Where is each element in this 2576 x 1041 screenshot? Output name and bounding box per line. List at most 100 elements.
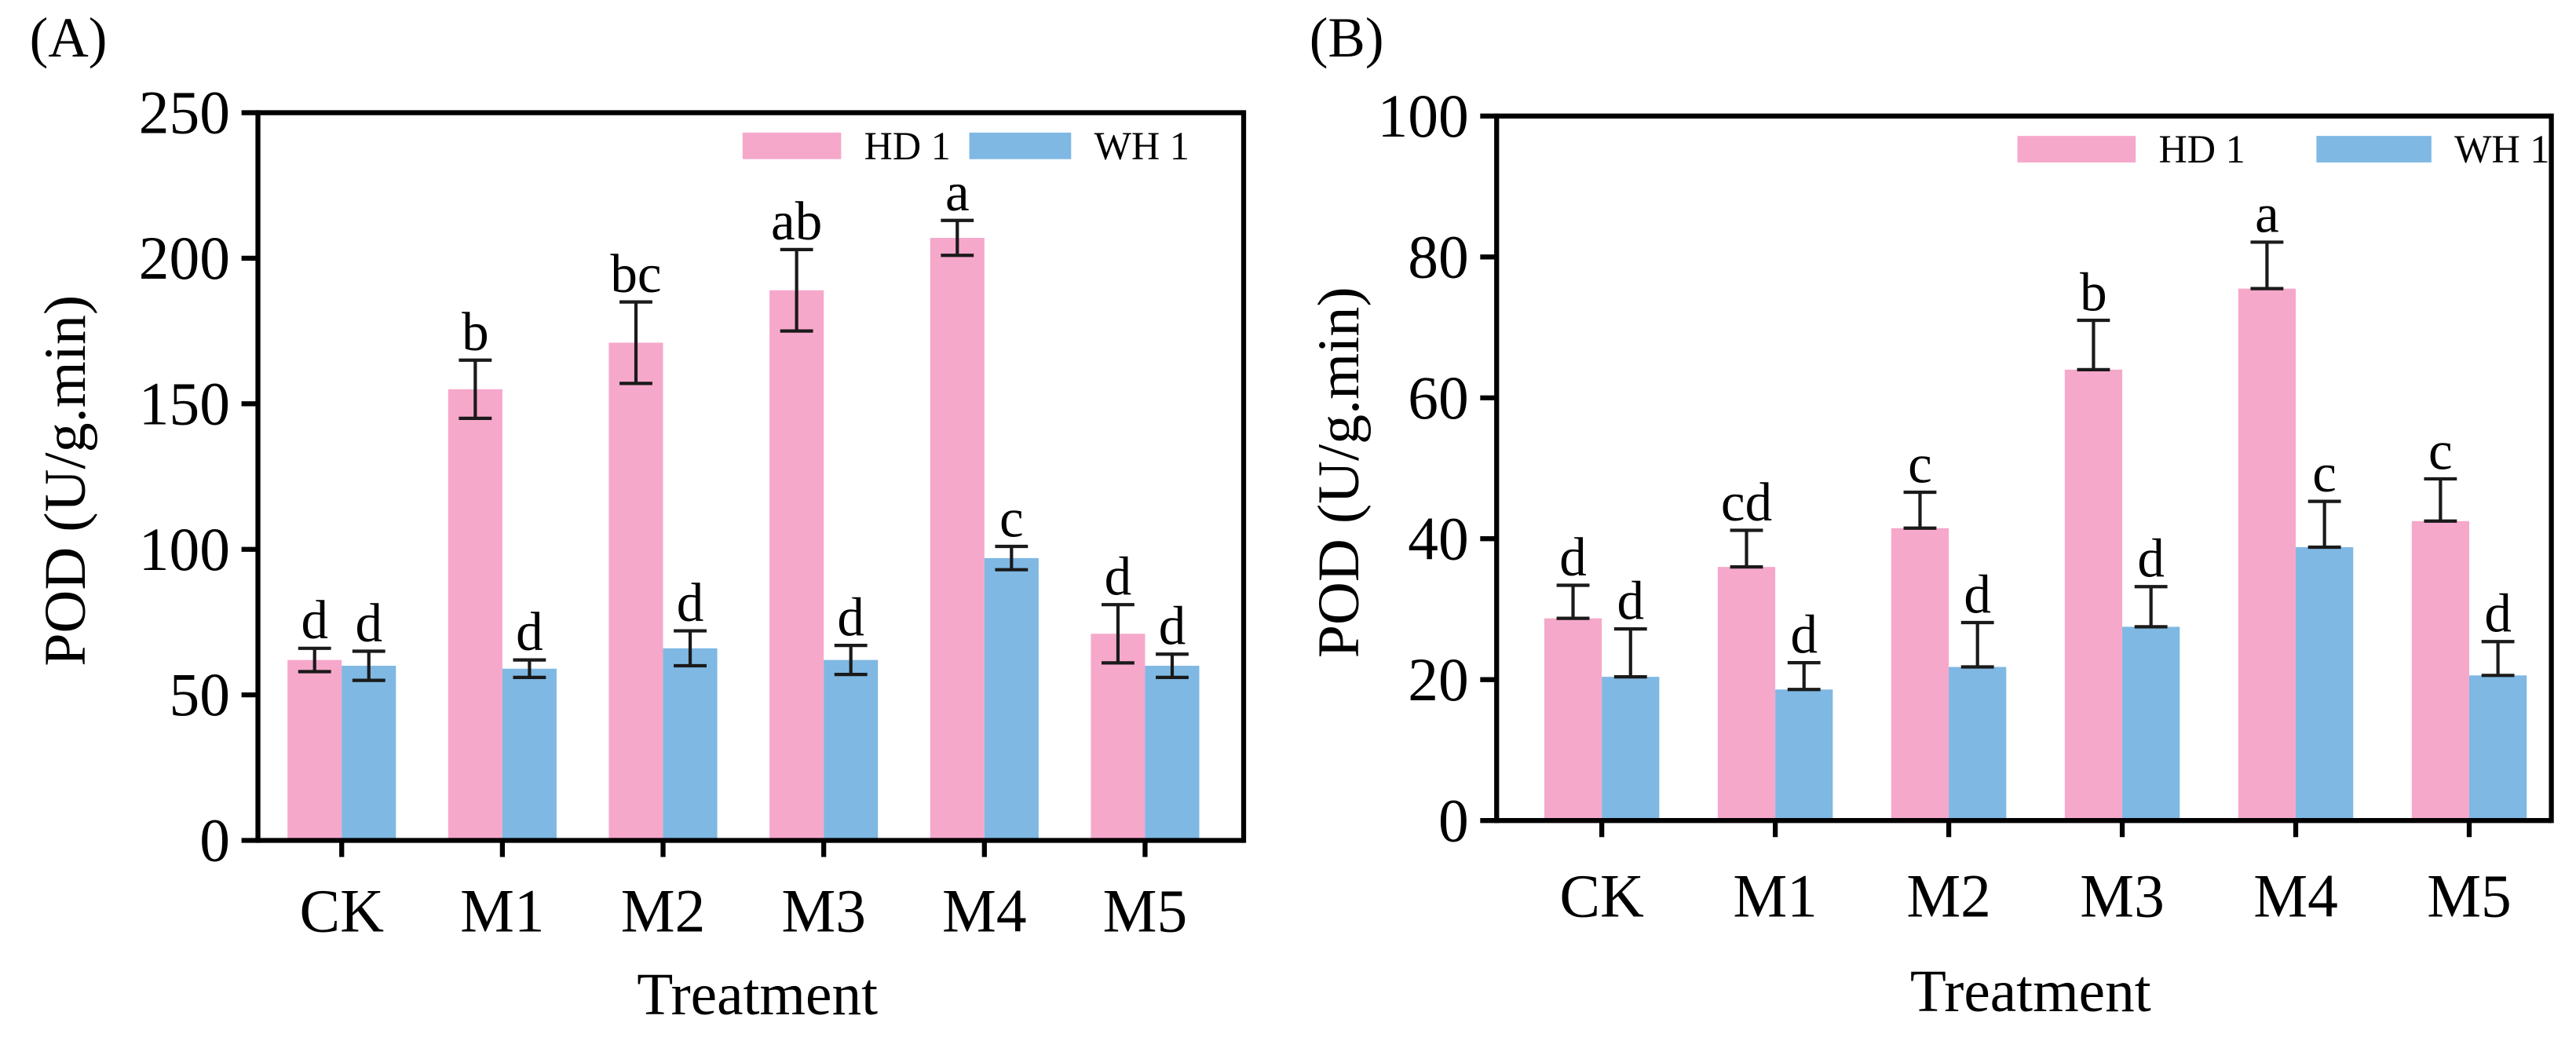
y-tick-label: 200	[139, 225, 230, 292]
significance-letter-a-ck-series-1: d	[301, 590, 328, 651]
significance-letter-a-m4-series-1: a	[945, 163, 970, 223]
y-tick-label: 250	[139, 79, 230, 146]
error-bar-a-m3-series-2	[834, 643, 868, 677]
legend-label-series-2: WH 1	[2454, 127, 2549, 171]
bar-a-m5-series-2	[1145, 666, 1200, 841]
significance-letter-a-m1-series-1: b	[462, 302, 489, 363]
bar-b-m3-series-2	[2122, 626, 2180, 821]
legend-swatch-series-1	[2017, 136, 2136, 163]
bar-b-m4-series-2	[2296, 546, 2354, 821]
significance-letter-a-m5-series-1: d	[1105, 546, 1132, 607]
bar-a-m3-series-1	[769, 290, 824, 841]
error-bar-b-m3-series-2	[2134, 585, 2168, 629]
bar-b-m2-series-2	[1949, 667, 2007, 821]
significance-letter-b-m5-series-2: d	[2484, 583, 2512, 644]
bar-b-ck-series-2	[1602, 677, 1660, 821]
bar-b-m1-series-1	[1717, 567, 1776, 821]
legend-a: HD 1 WH 1	[742, 124, 1189, 168]
y-axis-title-a: POD (U/g.min)	[33, 295, 98, 667]
bar-a-ck-series-1	[287, 659, 342, 841]
significance-letter-b-m1-series-2: d	[1790, 605, 1818, 665]
significance-letter-b-m2-series-1: c	[1908, 434, 1932, 495]
error-bar-a-m1-series-1	[459, 358, 492, 421]
error-bar-a-m1-series-2	[513, 658, 546, 679]
bar-a-m4-series-2	[984, 557, 1039, 841]
significance-letter-b-ck-series-1: d	[1559, 528, 1587, 588]
y-tick-label: 0	[1438, 787, 1469, 854]
bars-a	[287, 238, 1200, 841]
error-bar-a-m4-series-2	[995, 544, 1029, 572]
bar-b-m1-series-2	[1775, 689, 1833, 821]
x-axis-title-b: Treatment	[1910, 959, 2151, 1025]
y-ticks-a: 0 50 100 150 200 250	[139, 79, 258, 875]
error-bar-b-ck-series-2	[1613, 626, 1647, 679]
significance-letter-a-m4-series-2: c	[999, 488, 1024, 549]
y-ticks-b: 0 20 40 60 80 100	[1378, 82, 1497, 854]
error-bar-b-m3-series-1	[2077, 318, 2110, 371]
significance-letter-a-m3-series-2: d	[837, 587, 864, 648]
error-bar-b-m5-series-2	[2481, 640, 2515, 678]
x-category-label: M5	[1103, 877, 1188, 944]
error-bar-b-m2-series-2	[1960, 620, 1994, 669]
legend-label-series-1: HD 1	[2159, 127, 2245, 171]
legend-swatch-series-2	[969, 132, 1072, 159]
panel-label-a: (A)	[30, 7, 108, 69]
bar-b-ck-series-1	[1544, 618, 1602, 821]
legend-label-series-2: WH 1	[1094, 124, 1189, 168]
error-bars-b	[1556, 240, 2515, 692]
error-bar-a-m5-series-1	[1102, 603, 1135, 665]
significance-letter-a-m2-series-2: d	[677, 573, 704, 634]
error-bar-b-m1-series-2	[1787, 661, 1821, 692]
significance-letter-b-m1-series-1: cd	[1721, 473, 1772, 533]
y-tick-label: 40	[1408, 505, 1468, 572]
y-tick-label: 50	[170, 661, 230, 729]
error-bar-a-ck-series-2	[352, 649, 385, 682]
significance-letter-b-m4-series-2: c	[2312, 444, 2337, 504]
bar-a-m1-series-1	[448, 389, 502, 841]
bar-b-m5-series-1	[2411, 520, 2469, 821]
y-tick-label: 150	[139, 370, 230, 437]
bar-a-m1-series-2	[502, 668, 557, 841]
x-category-label: M2	[621, 877, 706, 944]
bar-b-m4-series-1	[2238, 288, 2296, 821]
bar-a-m2-series-1	[608, 342, 663, 841]
bar-a-ck-series-2	[342, 666, 396, 841]
bar-b-m3-series-1	[2064, 369, 2123, 821]
error-bar-b-m2-series-1	[1903, 490, 1937, 530]
significance-letter-a-m3-series-1: ab	[771, 192, 822, 252]
legend-swatch-series-1	[742, 132, 842, 159]
x-ticks-a: CK M1 M2 M3 M4 M5	[299, 840, 1188, 945]
y-tick-label: 80	[1408, 223, 1468, 290]
error-bar-a-m5-series-2	[1156, 652, 1189, 679]
error-bars-a	[298, 218, 1189, 682]
x-ticks-b: CK M1 M2 M3 M4 M5	[1559, 820, 2512, 930]
legend-label-series-1: HD 1	[864, 124, 951, 168]
bar-b-m2-series-1	[1891, 528, 1949, 821]
significance-letter-a-ck-series-2: d	[355, 594, 382, 654]
x-category-label: CK	[1559, 862, 1644, 930]
bar-a-m5-series-1	[1091, 634, 1145, 841]
error-bar-b-m4-series-1	[2250, 240, 2284, 290]
significance-letter-a-m1-series-2: d	[516, 602, 543, 663]
x-category-label: M3	[781, 877, 866, 944]
error-bar-a-m3-series-1	[780, 247, 813, 333]
error-bar-a-ck-series-1	[298, 646, 331, 674]
y-tick-label: 60	[1408, 364, 1468, 432]
legend-swatch-series-2	[2316, 136, 2432, 163]
panel-label-b: (B)	[1310, 7, 1384, 69]
y-axis-title-b: POD (U/g.min)	[1306, 287, 1372, 658]
bar-b-m5-series-2	[2468, 675, 2527, 821]
error-bar-b-m1-series-1	[1730, 528, 1763, 569]
significance-letter-a-m2-series-1: bc	[610, 244, 661, 305]
y-tick-label: 100	[1378, 82, 1469, 150]
y-tick-label: 0	[199, 806, 230, 874]
x-axis-title-a: Treatment	[637, 962, 878, 1028]
significance-letter-b-m3-series-1: b	[2080, 262, 2107, 323]
bars-b	[1544, 288, 2527, 821]
